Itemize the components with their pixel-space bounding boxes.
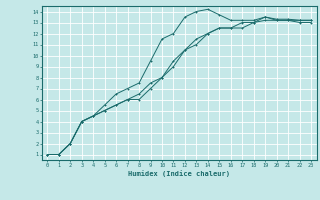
X-axis label: Humidex (Indice chaleur): Humidex (Indice chaleur) bbox=[128, 171, 230, 177]
